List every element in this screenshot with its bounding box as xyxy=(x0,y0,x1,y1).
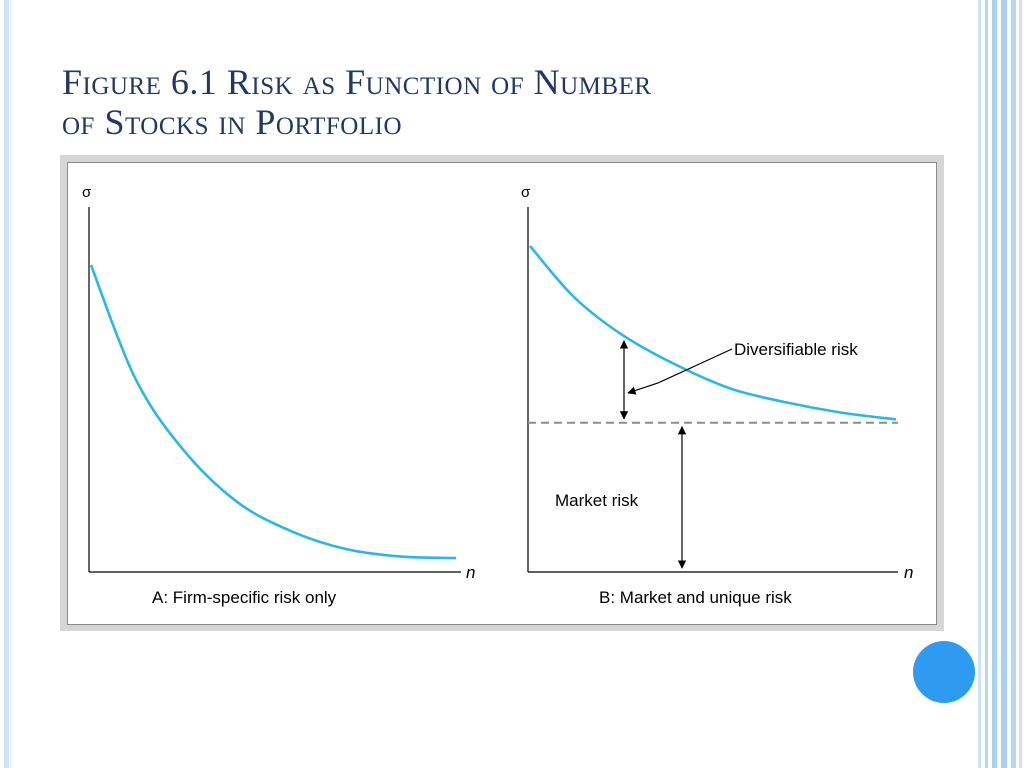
panel-b-caption: B: Market and unique risk xyxy=(599,588,792,607)
panel-a-risk-curve xyxy=(89,264,457,560)
decorative-circle xyxy=(913,641,975,703)
figure-panel: σ n A: Firm-specific risk only σ n Diver… xyxy=(67,162,937,625)
risk-figure-svg: σ n A: Firm-specific risk only σ n Diver… xyxy=(82,184,913,607)
panel-b-risk-curve xyxy=(529,245,897,421)
panel-b-x-label: n xyxy=(904,563,913,582)
panel-b-y-label: σ xyxy=(521,184,531,201)
right-decorative-stripes xyxy=(976,0,1024,768)
panel-a-x-label: n xyxy=(466,563,475,582)
panel-a: σ n A: Firm-specific risk only xyxy=(82,184,475,607)
diversifiable-risk-pointer xyxy=(627,348,733,395)
market-risk-label: Market risk xyxy=(555,491,639,510)
slide-title: Figure 6.1 Risk as Function of Number of… xyxy=(62,62,922,142)
figure-frame: σ n A: Firm-specific risk only σ n Diver… xyxy=(60,155,944,631)
slide-title-line1: Figure 6.1 Risk as Function of Number xyxy=(62,62,652,102)
panel-a-caption: A: Firm-specific risk only xyxy=(152,588,337,607)
slide-title-line2: of Stocks in Portfolio xyxy=(62,102,402,142)
panel-a-y-label: σ xyxy=(82,184,92,201)
left-border-rule xyxy=(4,0,9,768)
panel-b: σ n Diversifiable risk Market risk B: Ma… xyxy=(521,184,913,607)
left-border-rule-thin xyxy=(10,0,11,768)
diversifiable-risk-label: Diversifiable risk xyxy=(734,340,858,359)
